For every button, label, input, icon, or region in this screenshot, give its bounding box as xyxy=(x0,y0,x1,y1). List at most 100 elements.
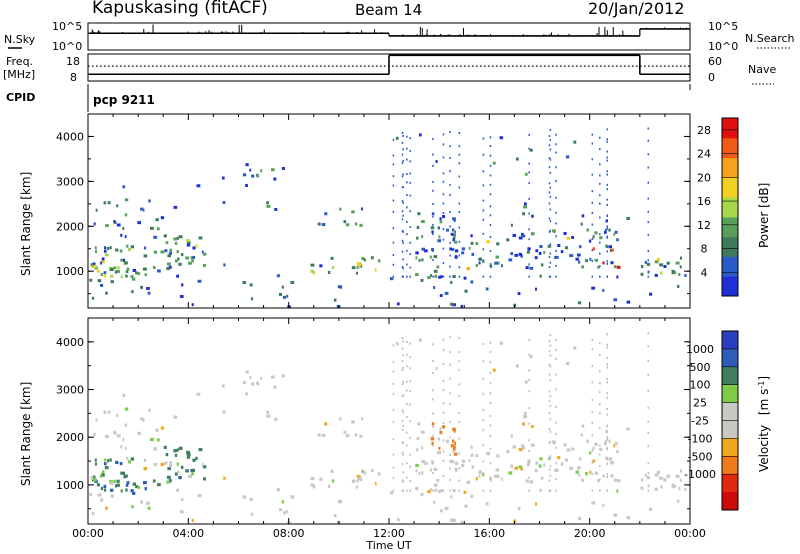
velocity-cell xyxy=(518,465,523,469)
velocity-cell xyxy=(122,393,126,397)
power-cell xyxy=(578,260,581,264)
power-cell xyxy=(188,261,192,265)
velocity-cell xyxy=(578,457,582,461)
power-cell xyxy=(127,248,132,252)
velocity-cell xyxy=(442,425,446,429)
velocity-cell xyxy=(569,466,574,470)
power-cell xyxy=(679,265,682,269)
velocity-cell xyxy=(626,516,631,520)
power-cell xyxy=(594,231,598,235)
velocity-cell xyxy=(198,447,203,452)
power-cell xyxy=(555,235,557,238)
power-cell xyxy=(555,151,557,154)
power-cell xyxy=(482,232,485,235)
velocity-cell xyxy=(458,337,461,340)
velocity-cell xyxy=(406,365,408,368)
power-cell xyxy=(528,171,530,174)
velocity-cell xyxy=(591,461,594,464)
power-cell xyxy=(592,247,596,251)
noise-panel: N.Sky 10^5 10^0 10^5 10^0 N.Search xyxy=(4,20,795,53)
velocity-cell xyxy=(421,471,424,475)
power-colorbar-label: 20 xyxy=(697,171,711,184)
velocity-cell xyxy=(431,441,434,445)
power-cell xyxy=(494,261,498,265)
power-cell xyxy=(528,182,530,185)
velocity-cell xyxy=(432,489,434,492)
power-cell xyxy=(677,284,680,288)
time-axis-label: Time UT xyxy=(365,539,411,552)
power-cell xyxy=(317,222,321,226)
power-cell xyxy=(602,261,605,265)
power-cell xyxy=(107,201,111,205)
power-cell xyxy=(186,243,191,247)
power-cell xyxy=(402,159,404,162)
power-cell xyxy=(604,230,607,234)
velocity-cell xyxy=(529,354,533,359)
power-cell xyxy=(599,233,601,236)
power-cell xyxy=(565,155,570,159)
power-cell xyxy=(599,174,601,177)
power-cell xyxy=(167,254,172,258)
velocity-cell xyxy=(107,410,111,414)
velocity-unit-end: ] xyxy=(757,376,771,381)
power-cell xyxy=(116,223,121,227)
velocity-cell xyxy=(256,381,258,385)
power-cell xyxy=(140,285,144,289)
velocity-cell xyxy=(418,471,421,476)
velocity-cell xyxy=(549,344,552,347)
power-cell xyxy=(549,243,552,246)
power-cell xyxy=(374,268,377,272)
velocity-cell xyxy=(599,354,601,357)
velocity-cell xyxy=(510,464,514,468)
power-cell xyxy=(555,133,557,136)
velocity-cell xyxy=(489,424,492,427)
power-cell xyxy=(103,271,107,275)
power-cell xyxy=(495,255,500,259)
power-cell xyxy=(436,265,440,269)
velocity-cell xyxy=(528,439,530,442)
power-cell xyxy=(402,258,404,261)
velocity-cell xyxy=(606,363,608,366)
velocity-cell xyxy=(450,518,454,522)
power-cell xyxy=(148,199,151,203)
velocity-cell xyxy=(461,463,465,468)
power-cell xyxy=(433,286,436,290)
power-cell xyxy=(266,201,269,205)
power-cell xyxy=(409,149,411,152)
velocity-cell xyxy=(586,439,589,443)
velocity-cell xyxy=(458,467,461,470)
power-cell xyxy=(178,262,182,266)
velocity-cell xyxy=(96,483,100,487)
velocity-cell xyxy=(449,436,451,439)
velocity-cell xyxy=(555,405,557,408)
power-cell xyxy=(124,261,128,265)
power-cell xyxy=(589,257,592,261)
power-cell xyxy=(442,180,445,183)
velocity-cell xyxy=(409,489,411,492)
velocity-cell xyxy=(442,349,445,352)
power-panel: 1000 2000 3000 4000 Slant Range [km] 4 8 12 16… xyxy=(19,113,771,309)
power-cell xyxy=(526,250,530,254)
velocity-cell xyxy=(392,382,395,385)
velocity-cell xyxy=(679,469,683,473)
power-colorbar-swatch xyxy=(722,197,738,218)
power-cell xyxy=(97,279,102,283)
power-cell xyxy=(492,161,496,165)
power-cell xyxy=(392,138,395,141)
power-cell xyxy=(330,256,334,260)
power-cell xyxy=(599,194,601,197)
power-cell xyxy=(539,274,542,278)
velocity-cell xyxy=(591,449,594,452)
nave-right-tick-top: 60 xyxy=(708,55,722,68)
power-cell xyxy=(528,263,530,266)
velocity-cell xyxy=(606,438,608,441)
velocity-cell xyxy=(137,431,141,435)
power-cell xyxy=(101,257,105,261)
velocity-cell xyxy=(555,373,557,376)
power-cell xyxy=(549,275,552,278)
power-cell xyxy=(452,238,456,242)
power-cell xyxy=(671,269,675,273)
velocity-cell xyxy=(406,476,408,479)
velocity-cell xyxy=(494,474,498,479)
power-cell xyxy=(571,235,575,239)
